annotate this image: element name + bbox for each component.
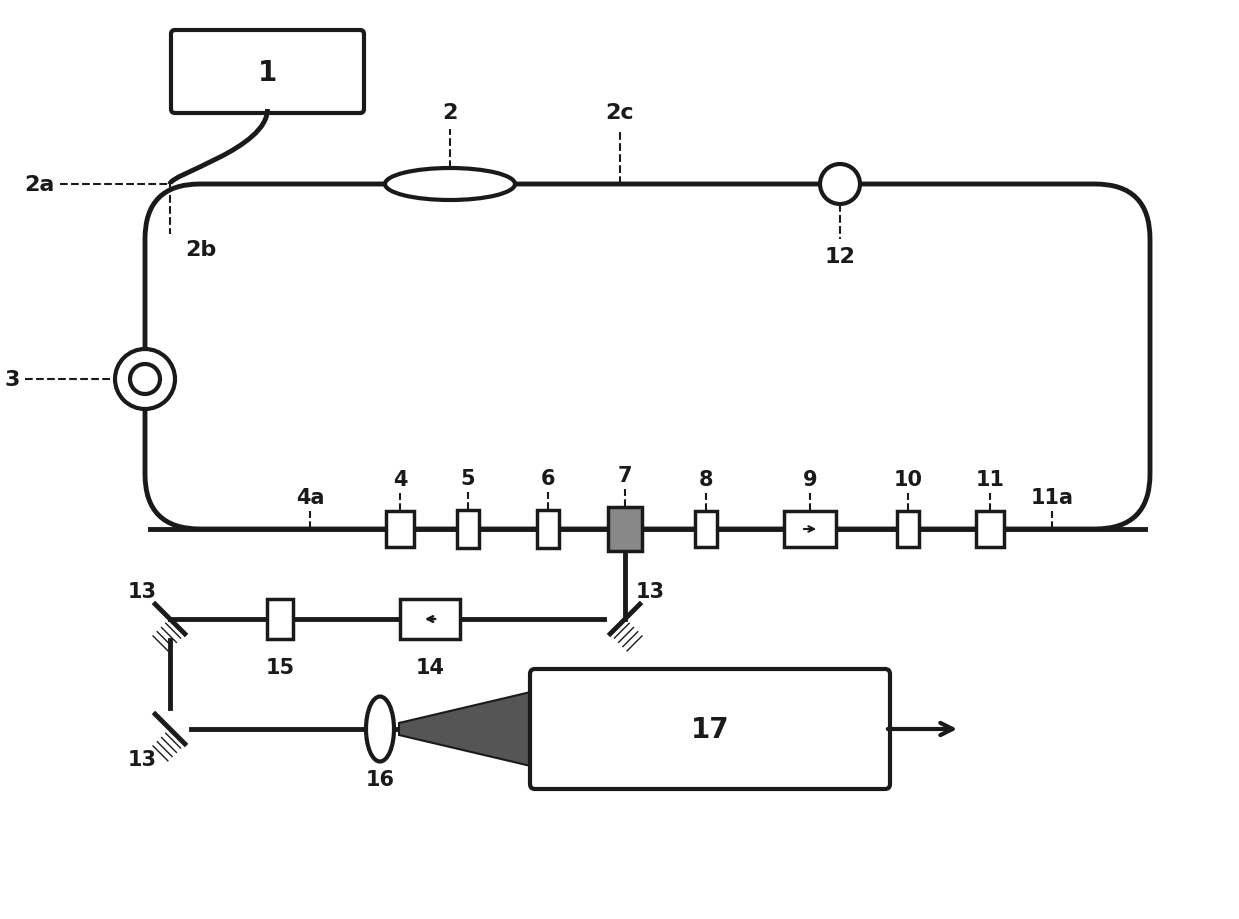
Circle shape <box>820 165 860 205</box>
Text: 12: 12 <box>825 246 855 267</box>
Text: 16: 16 <box>366 769 394 789</box>
Text: 1: 1 <box>258 59 278 86</box>
Circle shape <box>130 365 160 394</box>
Text: 2b: 2b <box>185 240 217 260</box>
Text: 7: 7 <box>618 466 632 485</box>
Text: 11: 11 <box>975 470 1005 490</box>
Text: 2a: 2a <box>25 175 55 195</box>
Text: 5: 5 <box>461 469 476 489</box>
Bar <box>387 512 414 548</box>
Text: 4a: 4a <box>296 487 325 507</box>
Bar <box>266 599 292 640</box>
Text: 2c: 2c <box>606 103 634 123</box>
Bar <box>695 512 717 548</box>
Text: 13: 13 <box>128 582 156 601</box>
Text: 13: 13 <box>636 582 664 601</box>
Bar <box>608 507 642 551</box>
Text: 10: 10 <box>893 470 923 490</box>
Bar <box>400 599 460 640</box>
Text: 11a: 11a <box>1031 487 1073 507</box>
Bar <box>897 512 919 548</box>
FancyBboxPatch shape <box>171 31 364 114</box>
Ellipse shape <box>385 169 515 200</box>
Text: 13: 13 <box>128 749 156 769</box>
Text: 2: 2 <box>442 103 457 123</box>
Bar <box>784 512 836 548</box>
Text: 17: 17 <box>690 715 730 743</box>
Bar <box>976 512 1004 548</box>
Text: 6: 6 <box>540 469 555 489</box>
Bar <box>457 510 479 549</box>
Text: 4: 4 <box>393 470 408 490</box>
Text: 8: 8 <box>699 470 714 490</box>
Text: 3: 3 <box>5 369 20 390</box>
Text: 14: 14 <box>415 657 445 677</box>
Ellipse shape <box>366 697 394 762</box>
Text: 9: 9 <box>803 470 818 490</box>
FancyBboxPatch shape <box>530 669 890 789</box>
Circle shape <box>115 349 175 410</box>
Bar <box>536 510 559 549</box>
Polygon shape <box>399 691 535 767</box>
Text: 15: 15 <box>265 657 295 677</box>
